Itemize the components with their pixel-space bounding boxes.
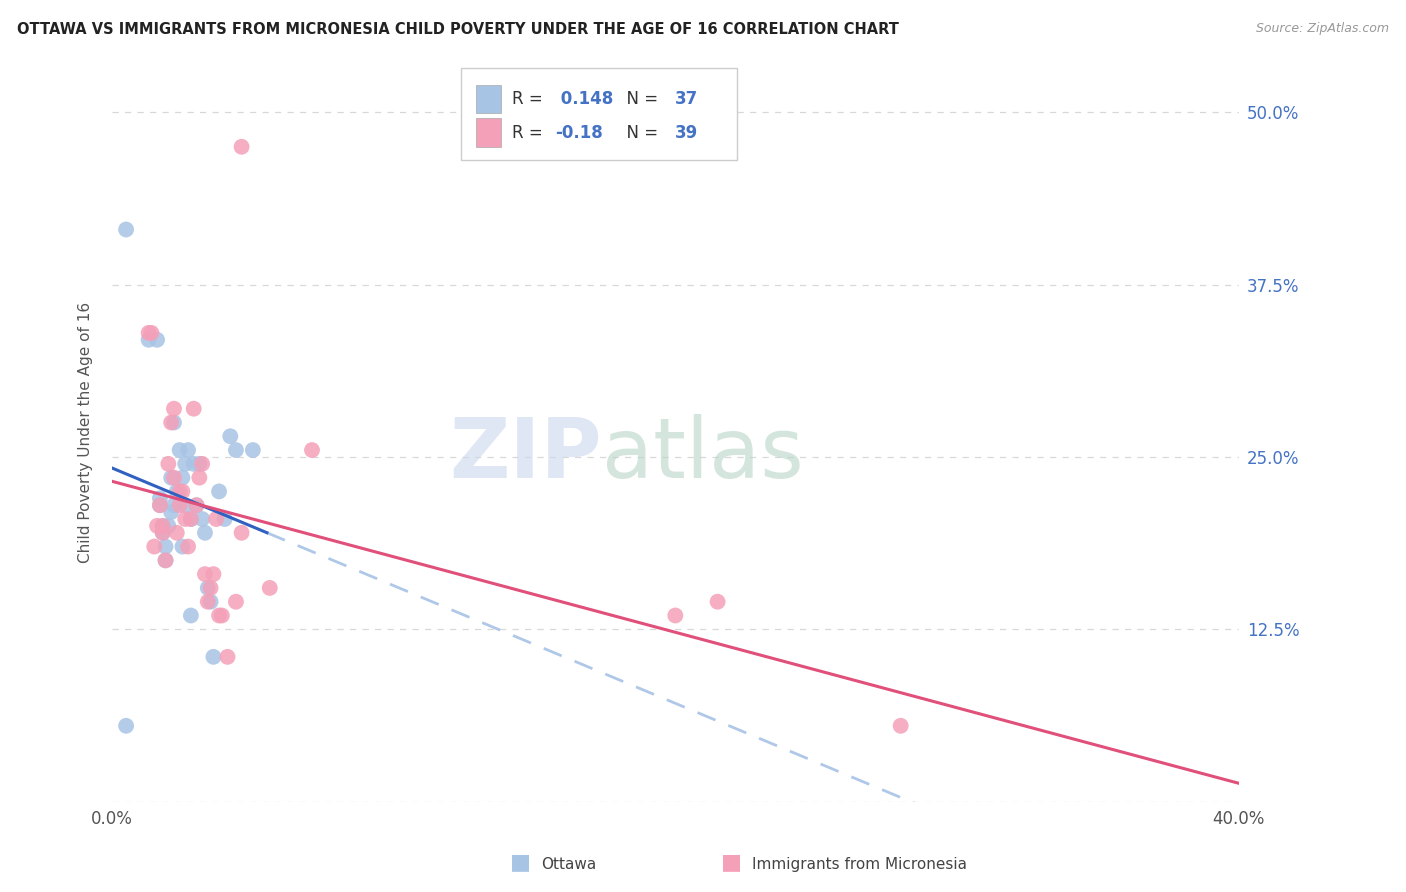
Point	[205, 512, 228, 526]
Point	[149, 498, 172, 512]
Text: ■: ■	[721, 853, 741, 872]
Point	[152, 519, 174, 533]
Point	[194, 525, 217, 540]
Point	[191, 512, 214, 526]
Text: Ottawa: Ottawa	[541, 857, 596, 872]
Point	[152, 519, 174, 533]
Point	[202, 649, 225, 664]
Point	[231, 525, 253, 540]
Point	[202, 567, 225, 582]
Point	[115, 719, 138, 733]
Point	[155, 540, 177, 554]
Text: 37: 37	[675, 89, 699, 108]
Point	[194, 567, 217, 582]
Point	[138, 333, 160, 347]
Point	[172, 540, 194, 554]
Point	[890, 719, 912, 733]
Point	[183, 401, 205, 416]
Point	[155, 553, 177, 567]
Point	[188, 470, 211, 484]
Point	[211, 608, 233, 623]
Point	[169, 498, 191, 512]
Point	[155, 553, 177, 567]
Text: -0.18: -0.18	[555, 123, 603, 142]
Point	[188, 457, 211, 471]
Point	[146, 333, 169, 347]
Point	[149, 498, 172, 512]
Point	[180, 512, 202, 526]
Point	[219, 429, 242, 443]
Text: R =: R =	[512, 123, 548, 142]
Point	[197, 581, 219, 595]
FancyBboxPatch shape	[461, 68, 737, 160]
FancyBboxPatch shape	[475, 119, 501, 146]
Point	[163, 416, 186, 430]
Text: N =: N =	[616, 89, 664, 108]
Text: R =: R =	[512, 89, 548, 108]
Point	[186, 498, 208, 512]
Point	[166, 525, 188, 540]
Point	[174, 498, 197, 512]
Point	[163, 401, 186, 416]
Point	[141, 326, 163, 340]
Point	[146, 519, 169, 533]
Point	[208, 608, 231, 623]
Point	[152, 525, 174, 540]
Point	[197, 595, 219, 609]
FancyBboxPatch shape	[475, 85, 501, 112]
Text: ■: ■	[510, 853, 530, 872]
Point	[143, 540, 166, 554]
Point	[160, 416, 183, 430]
Point	[149, 491, 172, 506]
Point	[180, 608, 202, 623]
Point	[301, 443, 323, 458]
Point	[115, 222, 138, 236]
Point	[166, 484, 188, 499]
Point	[214, 512, 236, 526]
Point	[169, 484, 191, 499]
Point	[186, 498, 208, 512]
Text: Source: ZipAtlas.com: Source: ZipAtlas.com	[1256, 22, 1389, 36]
Point	[157, 519, 180, 533]
Point	[174, 457, 197, 471]
Point	[177, 443, 200, 458]
Text: OTTAWA VS IMMIGRANTS FROM MICRONESIA CHILD POVERTY UNDER THE AGE OF 16 CORRELATI: OTTAWA VS IMMIGRANTS FROM MICRONESIA CHI…	[17, 22, 898, 37]
Point	[259, 581, 281, 595]
Text: atlas: atlas	[602, 415, 804, 495]
Point	[225, 595, 247, 609]
Point	[172, 470, 194, 484]
Text: 39: 39	[675, 123, 699, 142]
Point	[160, 470, 183, 484]
Point	[200, 595, 222, 609]
Point	[160, 505, 183, 519]
Point	[217, 649, 239, 664]
Point	[242, 443, 264, 458]
Y-axis label: Child Poverty Under the Age of 16: Child Poverty Under the Age of 16	[79, 302, 93, 564]
Text: N =: N =	[616, 123, 664, 142]
Point	[231, 140, 253, 154]
Point	[163, 498, 186, 512]
Point	[200, 581, 222, 595]
Point	[664, 608, 686, 623]
Point	[152, 525, 174, 540]
Point	[180, 512, 202, 526]
Point	[163, 470, 186, 484]
Point	[157, 457, 180, 471]
Point	[169, 443, 191, 458]
Point	[183, 457, 205, 471]
Point	[706, 595, 728, 609]
Point	[225, 443, 247, 458]
Text: Immigrants from Micronesia: Immigrants from Micronesia	[752, 857, 967, 872]
Point	[208, 484, 231, 499]
Point	[191, 457, 214, 471]
Point	[174, 512, 197, 526]
Point	[138, 326, 160, 340]
Text: 0.148: 0.148	[555, 89, 613, 108]
Point	[172, 484, 194, 499]
Text: ZIP: ZIP	[450, 415, 602, 495]
Point	[177, 540, 200, 554]
